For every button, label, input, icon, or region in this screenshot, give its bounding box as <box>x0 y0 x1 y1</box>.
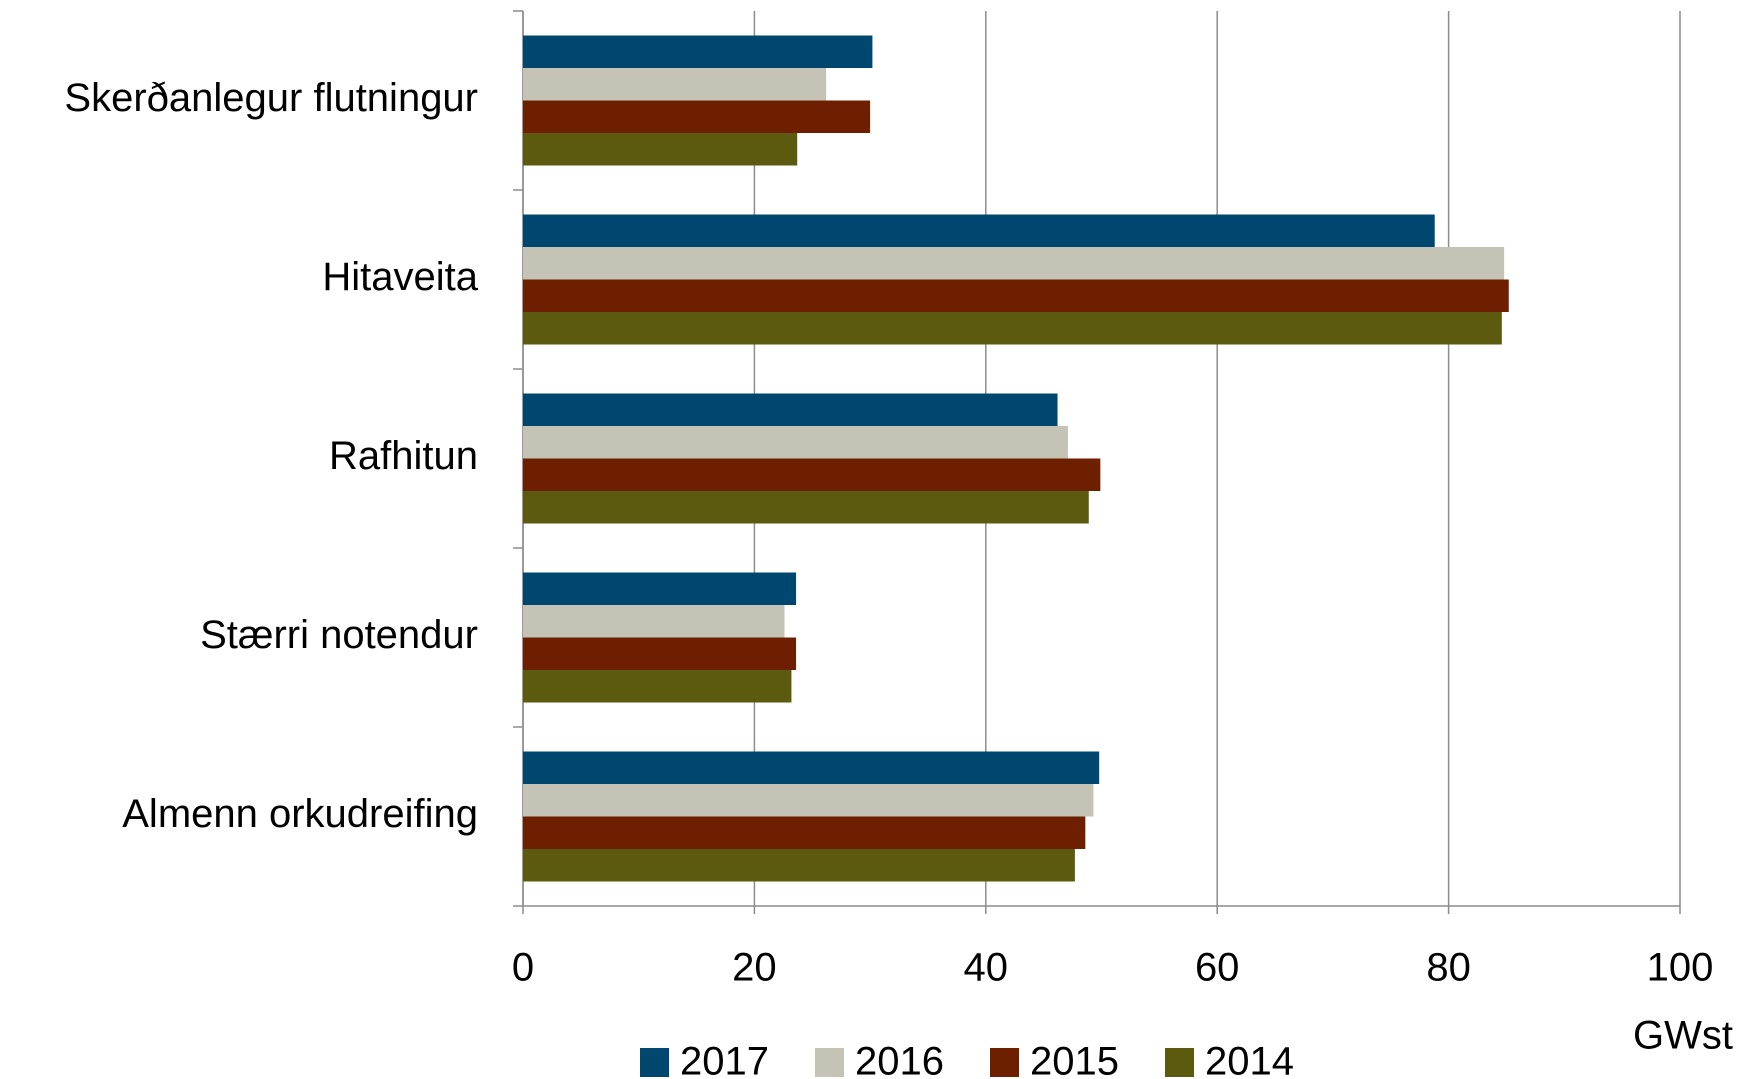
bar <box>523 670 792 703</box>
legend-swatch <box>640 1048 669 1077</box>
bar <box>523 458 1101 491</box>
y-tick-label: Rafhitun <box>329 434 478 478</box>
legend-label: 2016 <box>855 1040 944 1079</box>
bar <box>523 312 1502 345</box>
bar <box>523 68 827 101</box>
x-tick-label: 60 <box>1195 946 1240 990</box>
x-tick-label: 20 <box>732 946 777 990</box>
bar <box>523 279 1509 312</box>
y-tick-label: Skerðanlegur flutningur <box>64 76 478 120</box>
bar <box>523 133 798 166</box>
y-tick-label: Hitaveita <box>322 255 478 299</box>
x-tick-label: 80 <box>1426 946 1471 990</box>
bar <box>523 572 797 605</box>
legend-label: 2015 <box>1030 1040 1119 1079</box>
bar <box>523 849 1075 882</box>
bar <box>523 35 873 68</box>
bar <box>523 247 1505 280</box>
x-tick-label: 40 <box>964 946 1009 990</box>
bar <box>523 491 1089 524</box>
y-tick-label: Stærri notendur <box>200 613 478 657</box>
bar <box>523 784 1094 817</box>
x-axis-label: GWst <box>1633 1014 1733 1058</box>
bar <box>523 426 1068 459</box>
bar <box>523 214 1435 247</box>
legend-swatch <box>815 1048 844 1077</box>
bar <box>523 816 1086 849</box>
legend-label: 2017 <box>680 1040 769 1079</box>
bar <box>523 393 1058 426</box>
x-tick-label: 100 <box>1647 946 1714 990</box>
y-tick-label: Almenn orkudreifing <box>122 792 478 836</box>
bar <box>523 637 797 670</box>
legend-label: 2014 <box>1205 1040 1294 1079</box>
bar <box>523 100 871 133</box>
x-tick-label: 0 <box>512 946 534 990</box>
bar <box>523 751 1100 784</box>
legend-swatch <box>1165 1048 1194 1077</box>
legend-swatch <box>990 1048 1019 1077</box>
bar <box>523 605 785 638</box>
